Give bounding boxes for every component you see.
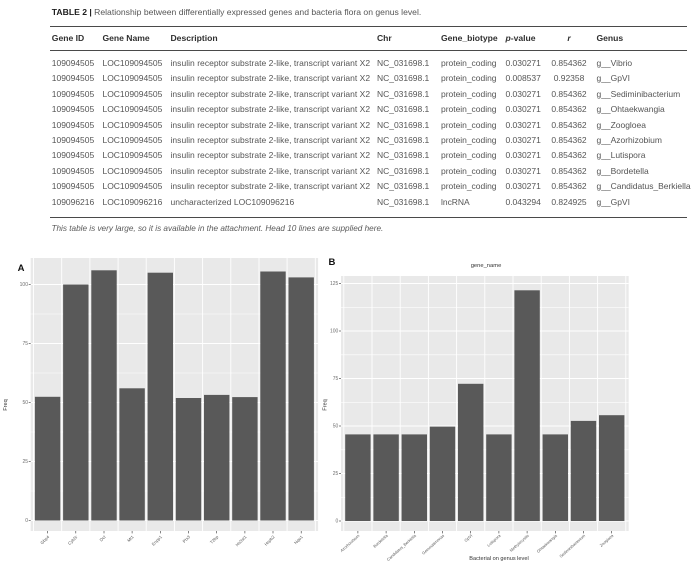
svg-text:50: 50 <box>22 400 28 406</box>
svg-text:50: 50 <box>333 424 339 430</box>
svg-text:Hs3st1: Hs3st1 <box>235 534 248 547</box>
svg-text:25: 25 <box>333 471 339 477</box>
svg-text:125: 125 <box>330 281 339 287</box>
svg-text:Azorhizobium: Azorhizobium <box>339 533 361 553</box>
svg-text:Gbp4: Gbp4 <box>39 534 50 545</box>
svg-text:A: A <box>18 263 25 274</box>
svg-text:75: 75 <box>333 376 339 382</box>
svg-text:Ohtaekwangia: Ohtaekwangia <box>536 533 559 554</box>
svg-text:Bacterial on genus level: Bacterial on genus level <box>469 556 528 562</box>
svg-text:Enpp1: Enpp1 <box>151 534 164 547</box>
svg-text:Nqo1: Nqo1 <box>293 534 304 545</box>
svg-text:Lutispora: Lutispora <box>486 533 502 548</box>
svg-text:Ptx3: Ptx3 <box>182 534 192 544</box>
svg-text:T2bp: T2bp <box>209 534 220 545</box>
svg-text:Candidatus_Berkiella: Candidatus_Berkiella <box>386 533 418 563</box>
svg-text:Methylocystis: Methylocystis <box>509 533 530 553</box>
svg-text:100: 100 <box>330 329 339 335</box>
svg-text:25: 25 <box>22 459 28 465</box>
svg-text:75: 75 <box>22 341 28 347</box>
svg-text:Gemmatimonas: Gemmatimonas <box>421 533 445 556</box>
svg-text:Dct: Dct <box>99 534 108 543</box>
svg-text:Mt1: Mt1 <box>126 534 135 543</box>
svg-text:Freq: Freq <box>323 399 329 411</box>
svg-text:GpVI: GpVI <box>463 533 473 543</box>
svg-text:B: B <box>329 257 336 268</box>
svg-text:0: 0 <box>25 518 28 524</box>
svg-text:Zoogloea: Zoogloea <box>599 533 615 548</box>
svg-text:Sediminibacterium: Sediminibacterium <box>558 533 586 559</box>
svg-text:0: 0 <box>336 519 339 525</box>
svg-text:Bordetella: Bordetella <box>372 533 389 549</box>
svg-text:gene_name: gene_name <box>471 263 502 269</box>
svg-text:Freq: Freq <box>3 399 9 411</box>
svg-text:100: 100 <box>20 282 29 288</box>
svg-text:Hspb2: Hspb2 <box>263 534 276 547</box>
svg-text:Cyb5r: Cyb5r <box>67 534 79 546</box>
